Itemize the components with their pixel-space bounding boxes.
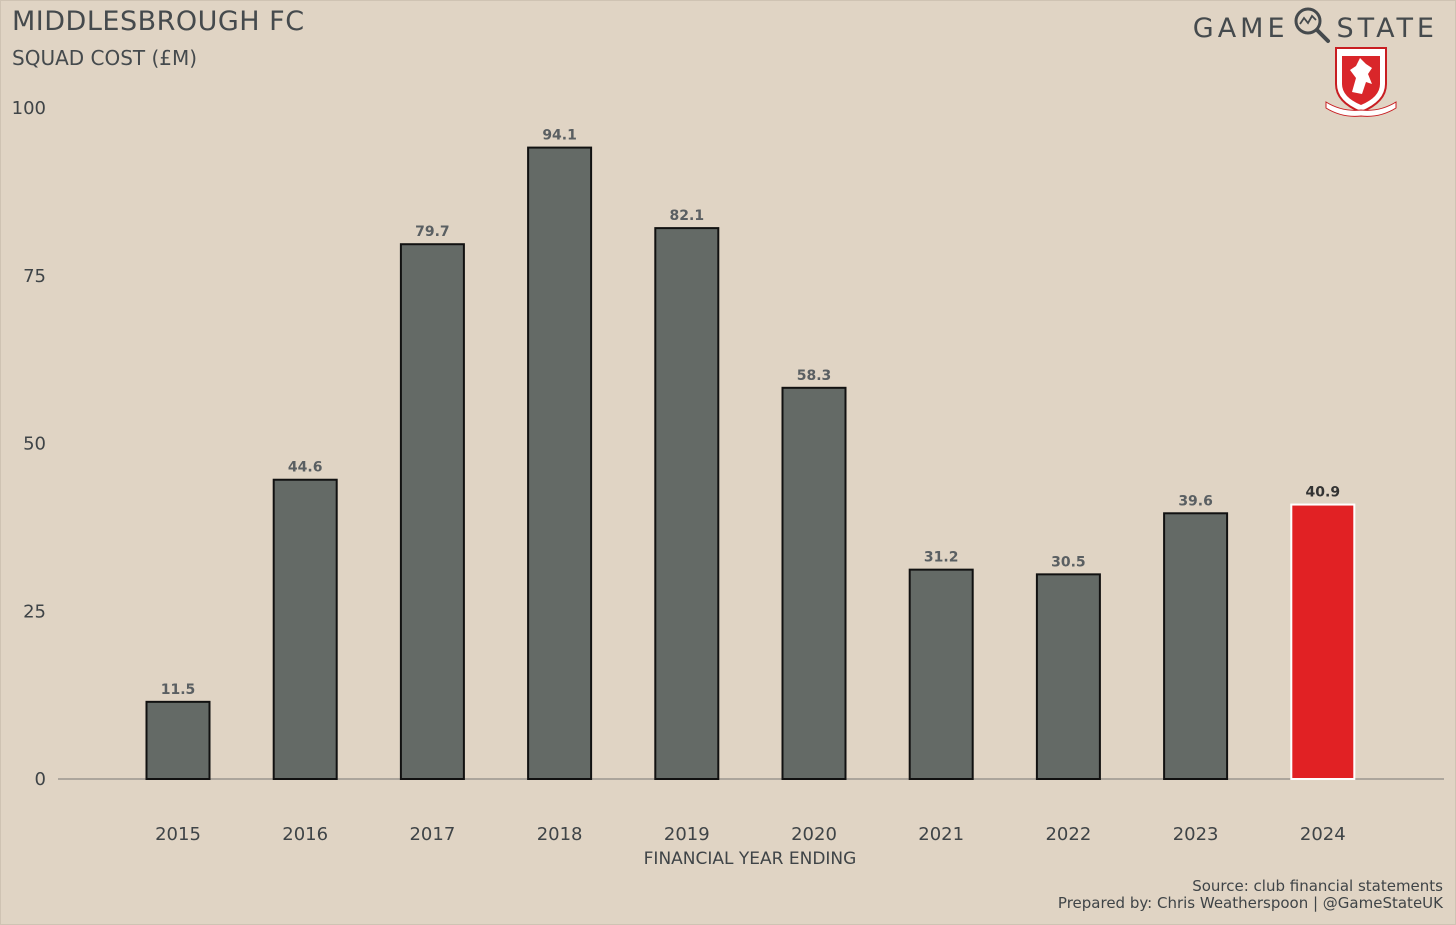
credit-note: Prepared by: Chris Weatherspoon | @GameS… (1057, 894, 1443, 912)
data-label-2020: 58.3 (797, 368, 832, 384)
bar-2018 (527, 146, 593, 781)
data-label-2023: 39.6 (1178, 493, 1213, 509)
y-tick-label: 0 (35, 769, 46, 790)
data-label-2018: 94.1 (542, 128, 577, 144)
bar-2016 (272, 478, 338, 780)
chart-title: MIDDLESBROUGH FC (12, 6, 305, 37)
data-label-2021: 31.2 (924, 550, 959, 566)
data-label-2022: 30.5 (1051, 554, 1086, 570)
game-state-logo: GAME STATE (1193, 6, 1438, 51)
y-tick-label: 50 (23, 434, 46, 455)
bar-2024 (1290, 503, 1356, 780)
x-tick-label: 2016 (282, 824, 328, 845)
data-label-2017: 79.7 (415, 224, 450, 240)
y-tick-label: 25 (23, 601, 46, 622)
bar-2020 (781, 386, 847, 780)
x-tick-label: 2021 (918, 824, 964, 845)
magnifier-icon (1293, 6, 1331, 51)
bar-2017 (399, 243, 465, 780)
y-axis-ticks: 0 25 50 75 100 (12, 98, 46, 790)
brand-text-left: GAME (1192, 13, 1289, 44)
data-label-2024: 40.9 (1306, 485, 1341, 501)
x-tick-label: 2023 (1173, 824, 1219, 845)
bar-2019 (654, 227, 720, 780)
y-tick-label: 75 (23, 266, 46, 287)
data-label-2015: 11.5 (161, 682, 196, 698)
bar-2023 (1163, 512, 1229, 780)
x-tick-label: 2019 (664, 824, 710, 845)
club-crest (1322, 40, 1400, 118)
bar-2015 (145, 700, 211, 781)
x-tick-label: 2018 (537, 824, 583, 845)
x-axis-label: FINANCIAL YEAR ENDING (644, 849, 857, 869)
x-axis-ticks: 2015 2016 2017 2018 2019 2020 2021 2022 2023 2024 (155, 824, 1346, 845)
chart-subtitle: SQUAD COST (£M) (12, 46, 198, 70)
bars: 11.5 44.6 79.7 94.1 82.1 58.3 31.2 30.5 39.6 40.9 (145, 128, 1356, 781)
data-label-2019: 82.1 (670, 208, 705, 224)
x-tick-label: 2020 (791, 824, 837, 845)
bar-2022 (1035, 573, 1101, 780)
x-tick-label: 2024 (1300, 824, 1346, 845)
source-note: Source: club financial statements (1192, 877, 1443, 895)
bar-2021 (908, 568, 974, 781)
x-tick-label: 2022 (1045, 824, 1091, 845)
data-label-2016: 44.6 (288, 460, 323, 476)
y-tick-label: 100 (12, 98, 46, 119)
brand-text-right: STATE (1336, 13, 1438, 44)
x-tick-label: 2017 (409, 824, 455, 845)
x-tick-label: 2015 (155, 824, 201, 845)
